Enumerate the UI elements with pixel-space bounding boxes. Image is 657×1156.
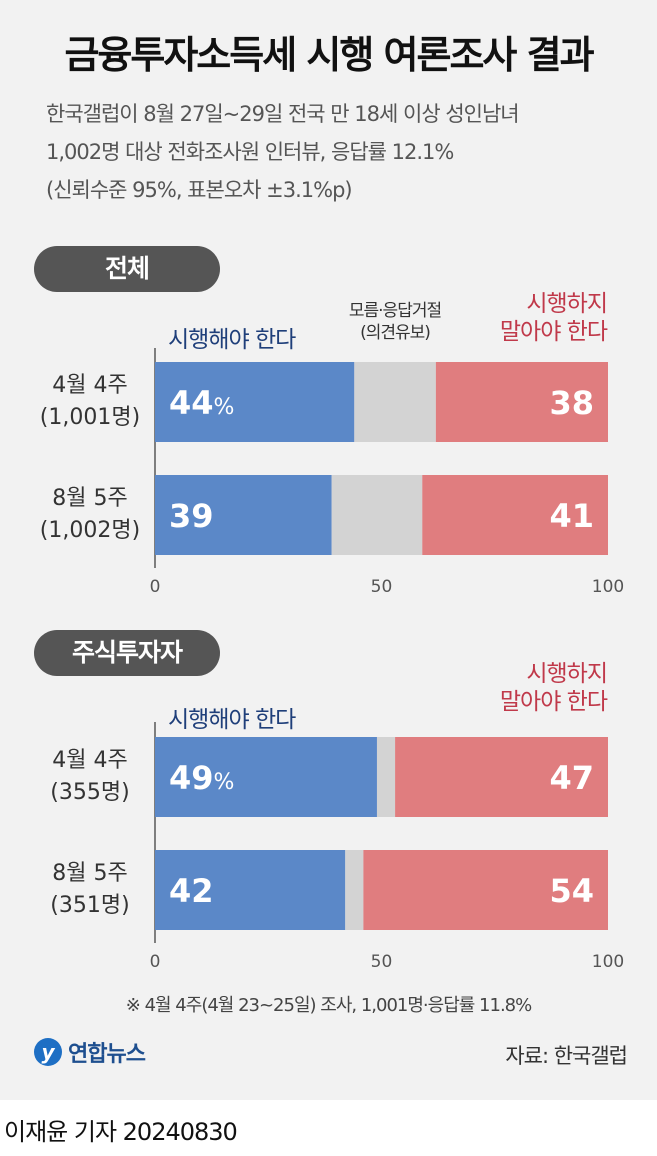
- section-pill-investors: 주식투자자: [34, 630, 220, 676]
- data-label-no: 38: [549, 384, 594, 422]
- category-label-line-2: (1,002명): [40, 518, 140, 543]
- data-label-yes: 39: [169, 497, 214, 535]
- source-label: 자료: 한국갤럽: [505, 1044, 628, 1068]
- bar-no: [422, 475, 608, 555]
- category-label-line-2: (1,001명): [40, 405, 140, 430]
- data-label-yes: 42: [169, 872, 214, 910]
- x-tick-label: 100: [592, 952, 624, 972]
- data-label-no: 41: [549, 497, 594, 535]
- legend-no-line-2: 말아야 한다: [499, 689, 608, 715]
- subtitle-line-2: 1,002명 대상 전화조사원 인터뷰, 응답률 12.1%: [46, 140, 454, 164]
- bar-no: [363, 850, 608, 930]
- bar-unknown: [376, 737, 396, 817]
- legend-unknown-line-2: (의견유보): [360, 323, 431, 343]
- legend-yes-investors: 시행해야 한다: [168, 707, 296, 733]
- legend-yes-all: 시행해야 한다: [168, 327, 296, 353]
- legend-no-line-1: 시행하지: [526, 291, 608, 317]
- x-tick-label: 50: [371, 952, 393, 972]
- data-label-yes: 49%: [169, 759, 234, 797]
- bar-unknown: [354, 362, 436, 442]
- category-label-line-1: 4월 4주: [52, 748, 127, 773]
- legend-unknown-all: 모름·응답거절 (의견유보): [330, 300, 460, 344]
- legend-unknown-line-1: 모름·응답거절: [348, 301, 442, 321]
- logo-mark-icon: y: [34, 1038, 62, 1066]
- category-label-line-1: 8월 5주: [52, 486, 127, 511]
- legend-no-all: 시행하지 말아야 한다: [499, 290, 608, 346]
- subtitle-line-3: (신뢰수준 95%, 표본오차 ±3.1%p): [46, 178, 353, 202]
- x-tick-label: 0: [150, 577, 161, 597]
- legend-no-line-2: 말아야 한다: [499, 319, 608, 345]
- footnote: ※ 4월 4주(4월 23~25일) 조사, 1,001명·응답률 11.8%: [125, 995, 532, 1016]
- data-label-no: 54: [549, 872, 594, 910]
- bar-yes: [155, 737, 377, 817]
- x-tick-label: 100: [592, 577, 624, 597]
- bar-yes: [155, 362, 355, 442]
- category-label-line-1: 4월 4주: [52, 373, 127, 398]
- legend-no-investors: 시행하지 말아야 한다: [499, 660, 608, 716]
- page-title: 금융투자소득세 시행 여론조사 결과: [64, 33, 594, 77]
- stacked-bar-chart: 0 50 100 44% 38 4월 4주 (1,001명) 39 41 8월 5주 (1,002명…: [40, 348, 624, 972]
- bar-yes: [155, 475, 332, 555]
- subtitle-line-1: 한국갤럽이 8월 27일~29일 전국 만 18세 이상 성인남녀: [46, 102, 520, 126]
- category-label-line-2: (355명): [50, 780, 129, 805]
- legend-no-line-1: 시행하지: [526, 661, 608, 687]
- bar-no: [435, 362, 608, 442]
- data-label-yes: 44%: [169, 384, 234, 422]
- x-tick-label: 0: [150, 952, 161, 972]
- bar-unknown: [331, 475, 423, 555]
- bar-unknown: [345, 850, 364, 930]
- logo-text: 연합뉴스: [68, 1042, 146, 1067]
- byline: 이재윤 기자 20240830: [4, 1118, 238, 1146]
- yonhap-logo: y 연합뉴스: [34, 1036, 146, 1068]
- data-label-no: 47: [549, 759, 594, 797]
- x-tick-label: 50: [371, 577, 393, 597]
- category-label-line-2: (351명): [50, 893, 129, 918]
- section-pill-all: 전체: [34, 246, 220, 292]
- bar-yes: [155, 850, 346, 930]
- bar-no: [395, 737, 608, 817]
- category-label-line-1: 8월 5주: [52, 861, 127, 886]
